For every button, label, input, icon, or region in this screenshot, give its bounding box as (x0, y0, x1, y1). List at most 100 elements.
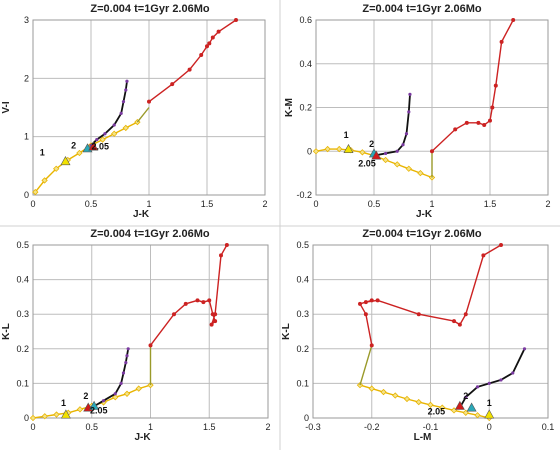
triangle-marker (88, 141, 99, 151)
data-point-diamond (427, 401, 434, 409)
data-point-diamond (312, 148, 320, 155)
y-tick-label: 0.1 (16, 378, 29, 388)
data-point-purple (119, 111, 123, 115)
x-tick-label: -0.1 (423, 422, 439, 432)
data-point-diamond (76, 149, 83, 157)
y-tick-label: 0 (307, 146, 312, 156)
plot-frame (32, 244, 269, 419)
data-point-diamond (417, 169, 424, 177)
data-point-dot (216, 29, 221, 34)
data-point-dot (195, 298, 200, 303)
x-tick-label: 0.1 (542, 422, 555, 432)
data-point-diamond (76, 406, 84, 413)
data-point-dot (210, 35, 215, 40)
data-point-diamond (380, 388, 387, 396)
data-point-diamond (112, 394, 119, 401)
data-point-diamond (394, 161, 401, 168)
data-point-dot (488, 118, 492, 123)
data-point-dot (170, 82, 175, 87)
data-point-purple (464, 395, 468, 399)
data-point-dot (213, 312, 218, 317)
data-point-purple (511, 371, 515, 375)
series-line-olive_track (359, 345, 373, 386)
triangle-marker (371, 150, 382, 160)
data-point-diamond (111, 130, 118, 137)
y-tick-label: 0 (24, 190, 29, 200)
y-axis-label: K-M (284, 98, 295, 117)
x-axis-label: J-K (133, 209, 150, 220)
chart-panel-4: -0.3 -0.2 -0.1 0 0.1 0 0.1 0.2 0.3 0.4 0.5 Z=0.004 … (281, 228, 554, 443)
marker-label: 2 (463, 391, 468, 401)
data-point-dot (224, 243, 229, 247)
triangle-marker (484, 409, 495, 419)
x-axis-label: J-K (134, 432, 151, 443)
y-tick-label: 0.3 (16, 309, 29, 319)
data-point-dot (369, 343, 374, 348)
data-point-dot (148, 343, 153, 348)
x-axis-label: L-M (414, 432, 432, 443)
chart-panel-2: 0 0.5 1 1.5 2-0.200.20.40.6Z=0.004 t=1Gyr 2.… (284, 3, 551, 220)
triangle-marker (89, 400, 100, 410)
triangle-marker (60, 156, 71, 166)
data-point-dot (490, 105, 495, 110)
data-point-dot (199, 53, 204, 57)
data-point-dot (375, 298, 380, 303)
data-point-purple (395, 149, 399, 153)
data-point-purple (487, 381, 491, 385)
y-tick-label: 0.2 (296, 344, 309, 354)
data-point-diamond (403, 395, 411, 403)
triangle-marker (454, 400, 465, 410)
series-line-black_track (90, 81, 128, 147)
chart-title: Z=0.004 t=1Gyr 2.06Mo (90, 3, 210, 15)
data-point-dot (416, 312, 421, 317)
x-tick-label: 0.5 (368, 199, 381, 209)
x-tick-label: 0 (30, 199, 35, 209)
y-tick-label: 0 (304, 413, 309, 423)
data-point-purple (113, 392, 117, 396)
data-point-purple (522, 347, 527, 351)
data-point-purple (475, 385, 480, 389)
x-tick-label: 1 (429, 199, 434, 209)
x-tick-label: 0 (313, 199, 318, 209)
data-point-dot (205, 44, 209, 49)
data-point-diamond (415, 398, 422, 406)
data-point-diamond (135, 385, 142, 392)
series-line-olive_track (136, 107, 150, 123)
marker-label: 2.05 (428, 407, 446, 417)
data-point-diamond (382, 156, 389, 164)
series-line-red_track (431, 19, 514, 152)
x-axis-label: J-K (416, 209, 433, 220)
data-point-dot (476, 120, 481, 125)
data-point-dot (493, 83, 498, 88)
marker-label: 1 (344, 130, 349, 140)
data-point-purple (95, 137, 99, 142)
data-point-diamond (474, 412, 481, 419)
y-axis-label: K-L (1, 323, 12, 340)
data-point-diamond (359, 149, 366, 156)
data-point-diamond (439, 404, 446, 411)
chart-panel-3: 0 0.5 1 1.5 2 0 0.1 0.2 0.3 0.4 0.5 Z=0.004 t=1Gyr … (1, 228, 271, 443)
data-point-dot (363, 312, 368, 317)
y-tick-label: 2 (24, 73, 29, 83)
y-tick-label: 0.6 (299, 15, 312, 25)
data-point-dot (219, 253, 223, 258)
data-point-purple (407, 110, 411, 114)
data-point-purple (401, 143, 405, 147)
y-axis-label: K-L (281, 323, 292, 340)
data-point-purple (125, 79, 129, 83)
x-tick-label: 2 (262, 199, 267, 209)
plot-frame (315, 19, 549, 196)
data-point-purple (126, 347, 130, 351)
data-point-diamond (41, 177, 48, 184)
x-tick-label: 1.5 (203, 422, 216, 432)
data-point-dot (201, 300, 206, 305)
chart-panel-1: 0 0.5 1 1.5 2 0 1 2 3 Z=0.004 t=1Gyr 2.06Mo J-K V-I… (1, 3, 268, 220)
data-point-dot (511, 18, 516, 22)
data-point-diamond (29, 414, 37, 422)
x-tick-label: -0.2 (364, 422, 380, 432)
y-tick-label: 3 (24, 15, 29, 25)
y-tick-label: 0.4 (296, 275, 309, 285)
y-tick-label: 0.5 (16, 240, 29, 250)
data-point-diamond (368, 385, 375, 392)
